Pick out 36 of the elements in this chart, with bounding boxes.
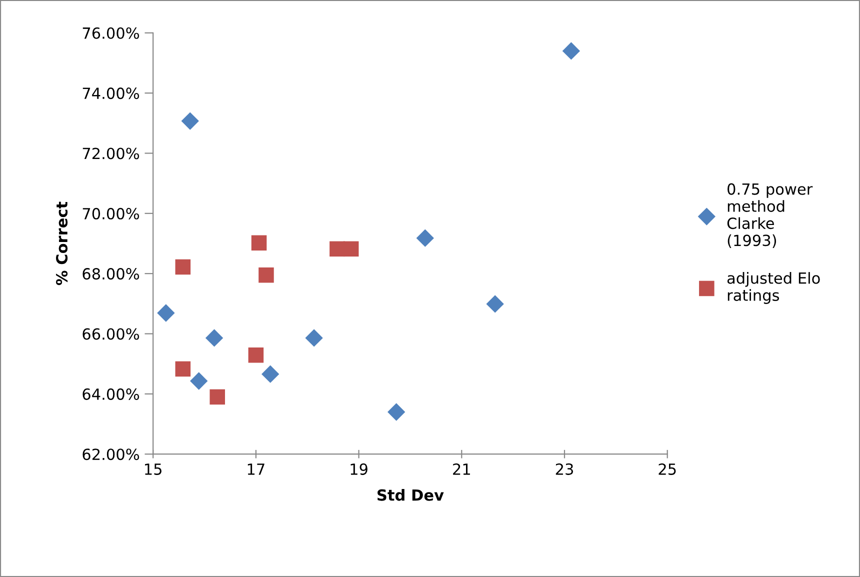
point (343, 241, 359, 257)
point (486, 295, 504, 313)
point (305, 329, 323, 347)
point (261, 365, 280, 383)
y-tick-label: 74.00% (82, 88, 140, 100)
x-tick-label: 19 (350, 463, 368, 475)
x-axis-title: Std Dev (378, 489, 444, 501)
point (387, 403, 406, 421)
point (416, 229, 434, 247)
point (205, 329, 224, 347)
point (157, 304, 175, 322)
y-tick-label: 68.00% (82, 268, 140, 280)
point (210, 389, 226, 405)
point (330, 241, 345, 257)
point (258, 267, 274, 283)
y-axis-title: % Correct (56, 202, 68, 286)
point (248, 347, 264, 363)
x-tick-label: 23 (556, 463, 573, 475)
legend-label: adjusted Elo ratings (727, 272, 820, 304)
y-tick-label: 70.00% (82, 208, 140, 220)
point (190, 372, 208, 390)
legend-label: 0.75 power method Clarke (1993) (727, 183, 813, 248)
y-tick-label: 72.00% (82, 148, 140, 160)
y-tick-label: 76.00% (82, 27, 140, 39)
x-tick-label: 21 (453, 463, 470, 475)
x-tick-label: 17 (248, 464, 264, 475)
point (175, 361, 191, 377)
x-tick-label: 15 (145, 464, 162, 475)
point (181, 112, 199, 130)
y-tick-label: 66.00% (82, 328, 140, 340)
point (251, 235, 267, 251)
x-tick-label: 25 (658, 463, 676, 475)
point (562, 42, 580, 60)
point (175, 259, 191, 275)
y-tick-label: 64.00% (82, 388, 140, 400)
y-tick-label: 62.00% (82, 448, 140, 460)
